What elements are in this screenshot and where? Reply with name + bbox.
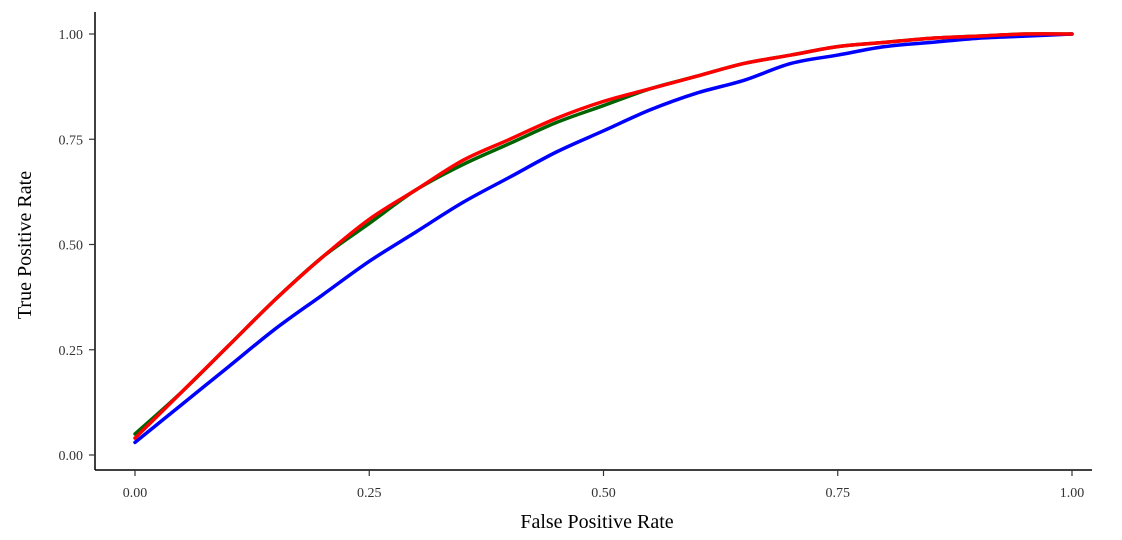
- y-tick-label: 0.75: [59, 133, 84, 148]
- x-tick-label: 0.75: [826, 486, 851, 501]
- roc-curve-2: [133, 32, 1074, 445]
- roc-curve-3: [133, 32, 1074, 440]
- x-ticks: 0.00 0.25 0.50 0.75 1.00: [123, 470, 1085, 501]
- y-tick-label: 0.50: [59, 239, 84, 254]
- x-tick-label: 0.50: [591, 486, 616, 501]
- roc-curve-1: [133, 32, 1074, 436]
- x-axis-title: False Positive Rate: [520, 511, 673, 533]
- y-tick-label: 0.25: [59, 344, 84, 359]
- y-ticks: 0.00 0.25 0.50 0.75 1.00: [59, 28, 95, 464]
- x-tick-label: 0.25: [357, 486, 382, 501]
- x-tick-label: 0.00: [123, 486, 148, 501]
- series-group: [133, 32, 1074, 445]
- y-tick-label: 1.00: [59, 28, 84, 43]
- y-axis-title: True Positive Rate: [14, 171, 36, 319]
- x-tick-label: 1.00: [1060, 486, 1085, 501]
- y-tick-label: 0.00: [59, 449, 84, 464]
